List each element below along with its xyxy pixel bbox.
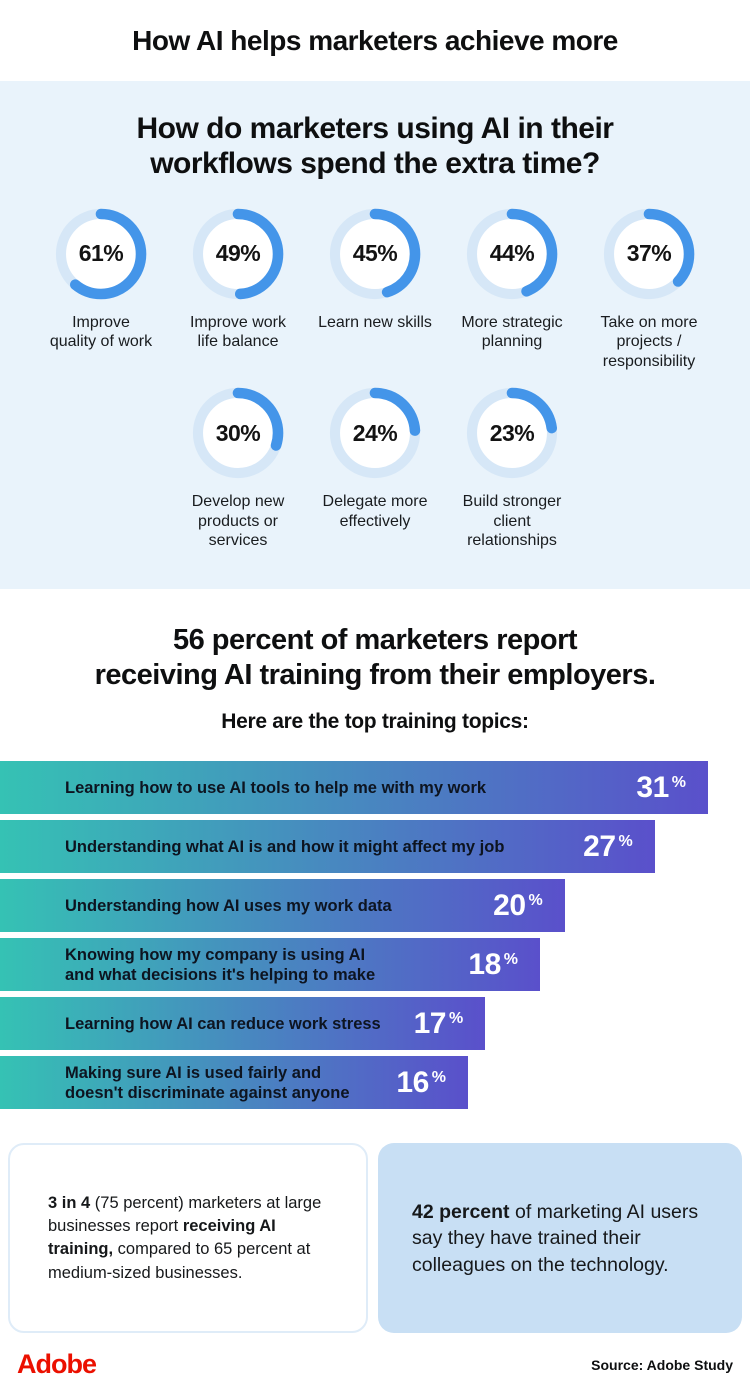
donut-stat: 30% Develop new products or services <box>175 387 302 551</box>
bar-row: Knowing how my company is using AI and w… <box>0 938 750 992</box>
bar-value: 18 % <box>468 947 518 981</box>
donut-section: How do marketers using AI in their workf… <box>0 81 750 589</box>
percent-sign: % <box>671 773 686 791</box>
adobe-logo: Adobe <box>17 1349 97 1380</box>
percent-sign: % <box>503 950 518 968</box>
callout-boxes: 3 in 4 (75 percent) marketers at large b… <box>8 1143 742 1334</box>
bar-label: Understanding how AI uses my work data <box>65 896 392 915</box>
donut-chart: 44% <box>466 208 558 300</box>
bar: Understanding how AI uses my work data 2… <box>0 879 565 933</box>
callout-trained-colleagues: 42 percent of marketing AI users say the… <box>378 1143 742 1334</box>
bar-value-number: 20 <box>493 888 526 922</box>
donut-ring-icon <box>603 208 695 300</box>
donut-chart: 49% <box>192 208 284 300</box>
bar-value: 16 % <box>396 1065 446 1099</box>
donut-section-heading: How do marketers using AI in their workf… <box>136 112 614 181</box>
percent-sign: % <box>618 832 633 850</box>
donut-stat: 49% Improve work life balance <box>175 208 302 352</box>
page-title: How AI helps marketers achieve more <box>132 24 618 56</box>
bar-row: Learning how AI can reduce work stress 1… <box>0 997 750 1051</box>
donut-stat: 45% Learn new skills <box>312 208 439 333</box>
bar-row: Learning how to use AI tools to help me … <box>0 761 750 815</box>
donut-value: 37% <box>626 240 672 267</box>
donut-label: More strategic planning <box>461 313 563 351</box>
donut-label: Improve quality of work <box>49 313 153 351</box>
bar-value-number: 31 <box>636 770 669 804</box>
bar-value: 20 % <box>493 888 543 922</box>
donut-chart: 45% <box>329 208 421 300</box>
page-footer: Adobe Source: Adobe Study <box>0 1333 750 1394</box>
bar-label: Understanding what AI is and how it migh… <box>65 837 505 856</box>
bar-row: Making sure AI is used fairly and doesn'… <box>0 1056 750 1110</box>
bar: Learning how to use AI tools to help me … <box>0 761 708 815</box>
donut-ring-icon <box>192 388 284 479</box>
donut-chart: 23% <box>466 387 558 479</box>
bar-value-number: 16 <box>396 1065 429 1099</box>
donut-ring-icon <box>329 208 421 300</box>
training-heading: 56 percent of marketers report receiving… <box>94 623 656 691</box>
training-subheading: Here are the top training topics: <box>221 710 529 734</box>
callout-large-business-text: 3 in 4 (75 percent) marketers at large b… <box>48 1194 322 1282</box>
donut-stat: 24% Delegate more effectively <box>312 387 439 531</box>
donut-stat: 44% More strategic planning <box>449 208 576 352</box>
bar-row: Understanding how AI uses my work data 2… <box>0 879 750 933</box>
bar-value-number: 17 <box>413 1006 447 1040</box>
donut-chart: 61% <box>55 208 147 300</box>
bar-value: 27 % <box>583 829 633 863</box>
donut-ring-icon <box>466 208 558 300</box>
bar-label: Learning how to use AI tools to help me … <box>65 778 487 797</box>
bar: Understanding what AI is and how it migh… <box>0 820 655 874</box>
bar-label: Learning how AI can reduce work stress <box>65 1014 381 1033</box>
donut-value: 30% <box>215 419 261 446</box>
bar-label: Knowing how my company is using AI and w… <box>65 945 376 984</box>
bar-value-number: 27 <box>583 829 616 863</box>
training-section-header: 56 percent of marketers report receiving… <box>0 588 750 735</box>
donut-value: 45% <box>352 240 398 267</box>
donut-stat: 37% Take on more projects / responsibili… <box>586 208 713 372</box>
donut-label: Learn new skills <box>318 313 432 331</box>
bar: Learning how AI can reduce work stress 1… <box>0 997 486 1051</box>
donut-chart: 24% <box>329 387 421 479</box>
donut-label: Develop new products or services <box>191 493 285 550</box>
source-note: Source: Adobe Study <box>591 1356 733 1373</box>
training-topics-bar-chart: Learning how to use AI tools to help me … <box>0 761 750 1110</box>
donut-chart: 37% <box>603 208 695 300</box>
callout-large-business: 3 in 4 (75 percent) marketers at large b… <box>8 1143 368 1334</box>
bar-row: Understanding what AI is and how it migh… <box>0 820 750 874</box>
donut-row-2: 30% Develop new products or services 24%… <box>0 387 750 551</box>
donut-value: 61% <box>78 240 124 267</box>
donut-label: Improve work life balance <box>189 313 287 351</box>
callout-trained-colleagues-text: 42 percent of marketing AI users say the… <box>412 1201 699 1276</box>
percent-sign: % <box>449 1009 464 1027</box>
bar-value-number: 18 <box>468 947 501 981</box>
donut-value: 44% <box>489 240 535 267</box>
percent-sign: % <box>528 891 543 909</box>
donut-value: 23% <box>489 419 535 446</box>
donut-label: Build stronger client relationships <box>462 493 562 550</box>
percent-sign: % <box>431 1068 446 1086</box>
donut-stat: 23% Build stronger client relationships <box>449 387 576 551</box>
donut-label: Delegate more effectively <box>322 493 428 530</box>
bar-value: 17 % <box>413 1006 464 1040</box>
donut-ring-icon <box>329 388 421 479</box>
bar-value: 31 % <box>636 770 686 804</box>
bar: Knowing how my company is using AI and w… <box>0 938 540 992</box>
donut-ring-icon <box>55 208 147 300</box>
page-header: How AI helps marketers achieve more <box>0 0 750 81</box>
bar: Making sure AI is used fairly and doesn'… <box>0 1056 468 1110</box>
donut-row-1: 61% Improve quality of work 49% Improve … <box>0 208 750 372</box>
donut-ring-icon <box>192 208 284 300</box>
donut-ring-icon <box>466 388 558 479</box>
donut-value: 49% <box>215 240 261 267</box>
donut-value: 24% <box>352 419 398 446</box>
donut-label: Take on more projects / responsibility <box>600 313 698 370</box>
donut-stat: 61% Improve quality of work <box>38 208 165 352</box>
bar-label: Making sure AI is used fairly and doesn'… <box>65 1063 350 1102</box>
donut-chart: 30% <box>192 387 284 479</box>
